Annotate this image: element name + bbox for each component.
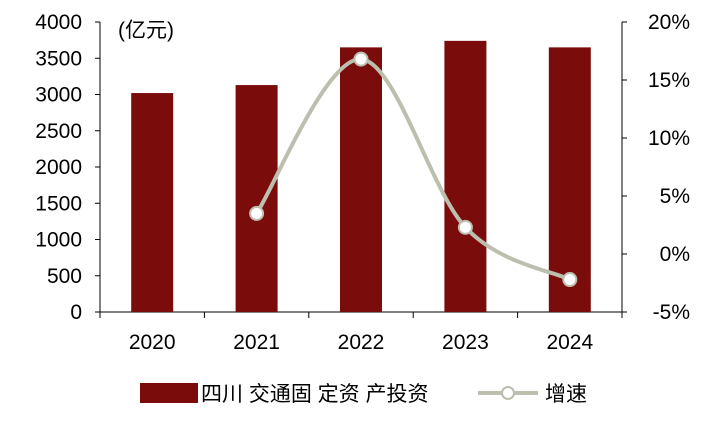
left-tick-label: 3500 xyxy=(35,47,82,70)
right-tick-label: 20% xyxy=(648,11,690,34)
x-tick-label: 2020 xyxy=(129,331,176,354)
left-tick-label: 1500 xyxy=(35,192,82,215)
bar-series xyxy=(131,40,591,312)
left-tick-label: 500 xyxy=(47,265,82,288)
growth-line xyxy=(254,57,571,282)
x-tick-label: 2023 xyxy=(442,331,489,354)
left-tick-label: 2000 xyxy=(35,156,82,179)
growth-point xyxy=(353,51,369,67)
x-tick-label: 2024 xyxy=(546,331,593,354)
growth-point xyxy=(562,272,578,288)
left-tick-label: 1000 xyxy=(35,229,82,252)
bar xyxy=(235,85,278,312)
legend: 四川 交通固 定资 产投资 增速 xyxy=(140,383,587,406)
right-tick-label: 0% xyxy=(660,243,690,266)
left-tick-label: 4000 xyxy=(35,11,82,34)
bar xyxy=(548,47,591,312)
right-tick-label: 10% xyxy=(648,127,690,150)
legend-line-marker xyxy=(501,386,515,400)
right-tick-label: -5% xyxy=(653,301,690,324)
growth-point xyxy=(457,219,473,235)
right-axis-ticks: -5% 0% 5% 10% 15% 20% xyxy=(648,11,690,324)
legend-bar-swatch xyxy=(140,383,198,403)
growth-line-series xyxy=(249,51,578,288)
legend-bar-label: 四川 交通固 定资 产投资 xyxy=(201,383,429,406)
left-tick-label: 2500 xyxy=(35,120,82,143)
bar xyxy=(340,47,382,312)
left-tick-label: 0 xyxy=(70,301,82,324)
growth-point xyxy=(249,205,265,221)
x-axis-ticks: 2020 2021 2022 2023 2024 xyxy=(129,331,594,354)
x-tick-label: 2022 xyxy=(338,331,385,354)
right-tick-label: 15% xyxy=(648,69,690,92)
x-tick-label: 2021 xyxy=(233,331,280,354)
left-tick-label: 3000 xyxy=(35,84,82,107)
bar xyxy=(131,93,174,312)
left-axis-ticks: 0 500 1000 1500 2000 2500 3000 3500 4000 xyxy=(35,11,82,324)
legend-line-label: 增速 xyxy=(545,383,587,406)
left-axis-unit-label: (亿元) xyxy=(118,19,174,42)
right-tick-label: 5% xyxy=(660,185,690,208)
bar xyxy=(444,40,487,312)
